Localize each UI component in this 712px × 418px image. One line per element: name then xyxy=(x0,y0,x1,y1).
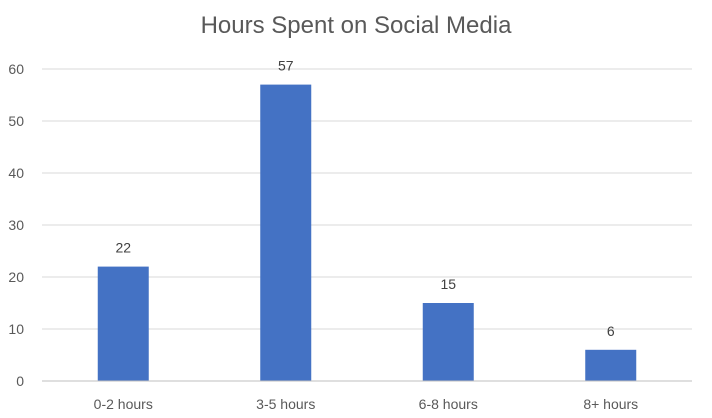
data-labels: 22 57 15 6 xyxy=(115,58,614,339)
x-tick-label: 3-5 hours xyxy=(256,396,315,412)
bar xyxy=(260,84,312,381)
x-tick-label: 6-8 hours xyxy=(419,396,478,412)
x-tick-label: 0-2 hours xyxy=(94,396,153,412)
y-tick-label: 0 xyxy=(16,373,24,389)
data-label: 6 xyxy=(607,323,615,339)
x-axis-labels: 0-2 hours 3-5 hours 6-8 hours 8+ hours xyxy=(94,396,639,412)
gridlines xyxy=(42,68,692,330)
bar xyxy=(422,303,474,381)
data-label: 15 xyxy=(440,276,456,292)
bar xyxy=(97,266,149,381)
bars xyxy=(97,84,637,381)
x-tick-label: 8+ hours xyxy=(583,396,638,412)
y-tick-label: 20 xyxy=(8,269,24,285)
y-tick-label: 60 xyxy=(8,61,24,77)
bar xyxy=(585,349,637,381)
y-tick-label: 10 xyxy=(8,321,24,337)
chart-title: Hours Spent on Social Media xyxy=(200,12,512,39)
y-axis-ticks: 0 10 20 30 40 50 60 xyxy=(8,61,24,389)
y-tick-label: 30 xyxy=(8,217,24,233)
data-label: 22 xyxy=(115,240,131,256)
y-tick-label: 40 xyxy=(8,165,24,181)
data-label: 57 xyxy=(278,58,294,74)
y-tick-label: 50 xyxy=(8,113,24,129)
